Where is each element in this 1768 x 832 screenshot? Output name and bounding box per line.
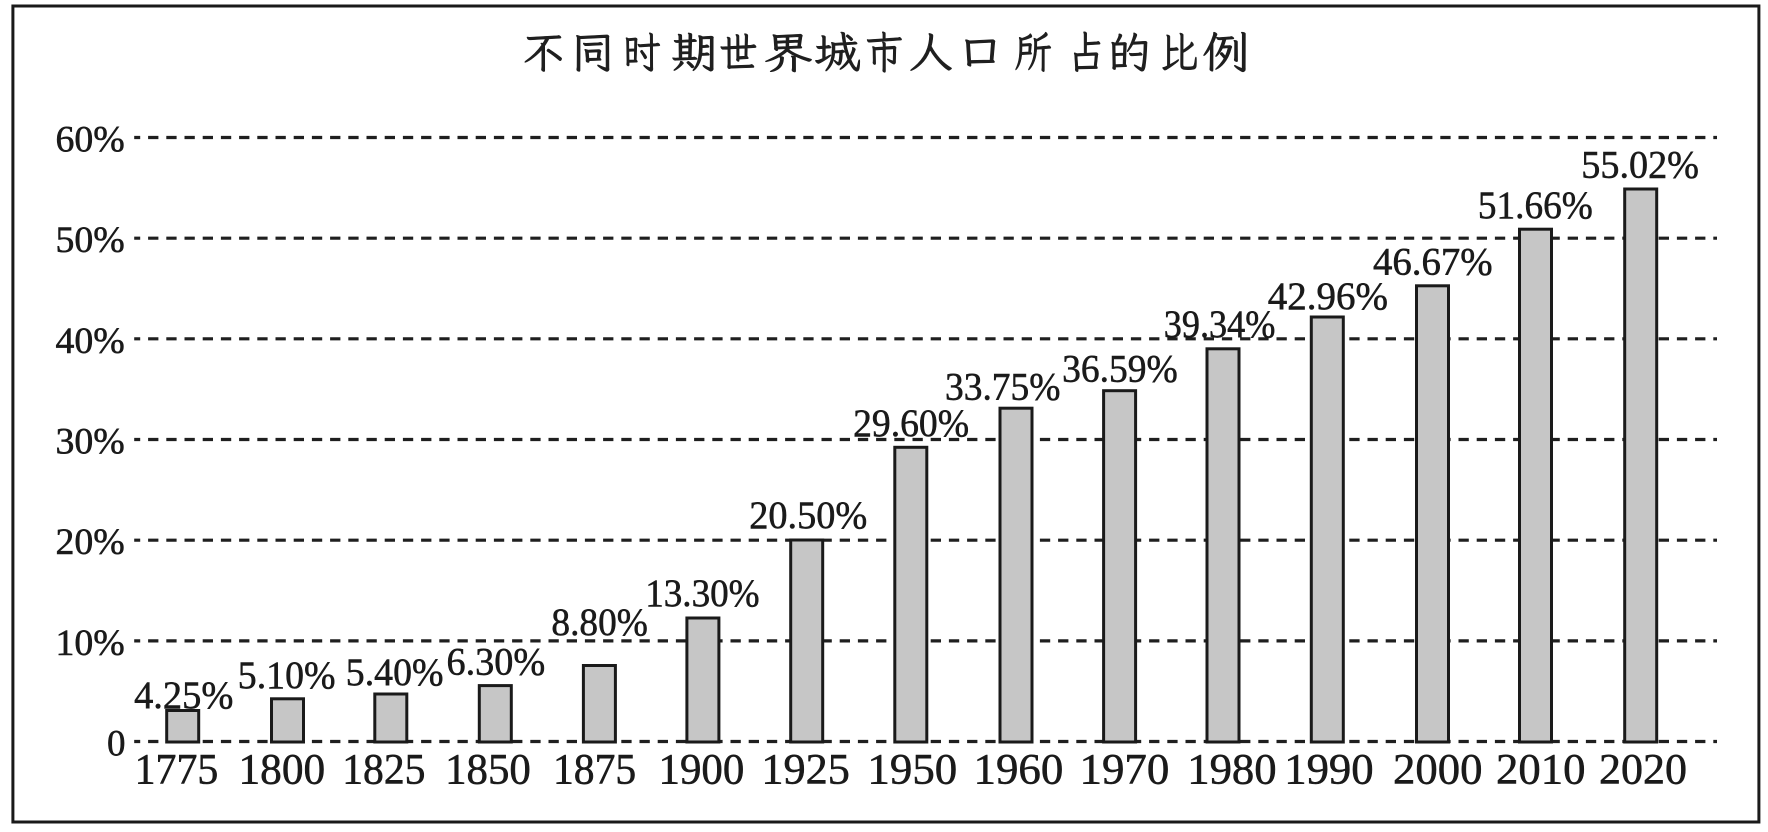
- svg-text:8.80%: 8.80%: [551, 601, 647, 644]
- svg-text:13.30%: 13.30%: [645, 572, 759, 615]
- svg-text:30%: 30%: [56, 422, 125, 463]
- svg-text:20%: 20%: [56, 523, 125, 564]
- svg-text:1925: 1925: [761, 746, 849, 794]
- svg-text:2020: 2020: [1599, 746, 1687, 794]
- svg-text:2000: 2000: [1393, 745, 1482, 793]
- svg-text:5.40%: 5.40%: [346, 651, 444, 694]
- svg-text:1970: 1970: [1080, 745, 1170, 793]
- svg-text:6.30%: 6.30%: [447, 641, 546, 683]
- svg-text:29.60%: 29.60%: [853, 402, 969, 445]
- svg-text:33.75%: 33.75%: [945, 366, 1060, 409]
- svg-text:42.96%: 42.96%: [1268, 275, 1388, 318]
- svg-text:4.25%: 4.25%: [134, 675, 233, 717]
- svg-text:1980: 1980: [1187, 745, 1276, 793]
- svg-text:1950: 1950: [867, 745, 957, 793]
- svg-text:1850: 1850: [445, 746, 531, 793]
- svg-text:46.67%: 46.67%: [1373, 240, 1493, 283]
- svg-text:0: 0: [107, 724, 126, 765]
- svg-text:51.66%: 51.66%: [1478, 184, 1593, 227]
- svg-text:1775: 1775: [135, 746, 219, 794]
- svg-text:1875: 1875: [553, 746, 636, 794]
- svg-text:55.02%: 55.02%: [1581, 144, 1699, 186]
- svg-text:10%: 10%: [56, 623, 125, 664]
- svg-text:1990: 1990: [1284, 745, 1373, 793]
- svg-text:5.10%: 5.10%: [238, 654, 336, 697]
- svg-text:39.34%: 39.34%: [1164, 303, 1276, 347]
- svg-text:1800: 1800: [239, 745, 326, 793]
- svg-text:36.59%: 36.59%: [1062, 348, 1178, 391]
- svg-text:20.50%: 20.50%: [749, 495, 867, 537]
- svg-text:2010: 2010: [1496, 745, 1585, 793]
- svg-text:1960: 1960: [974, 745, 1064, 793]
- svg-text:60%: 60%: [56, 120, 125, 161]
- svg-text:50%: 50%: [56, 221, 125, 262]
- svg-text:1825: 1825: [342, 746, 425, 794]
- svg-text:40%: 40%: [56, 321, 125, 362]
- svg-text:1900: 1900: [659, 746, 745, 793]
